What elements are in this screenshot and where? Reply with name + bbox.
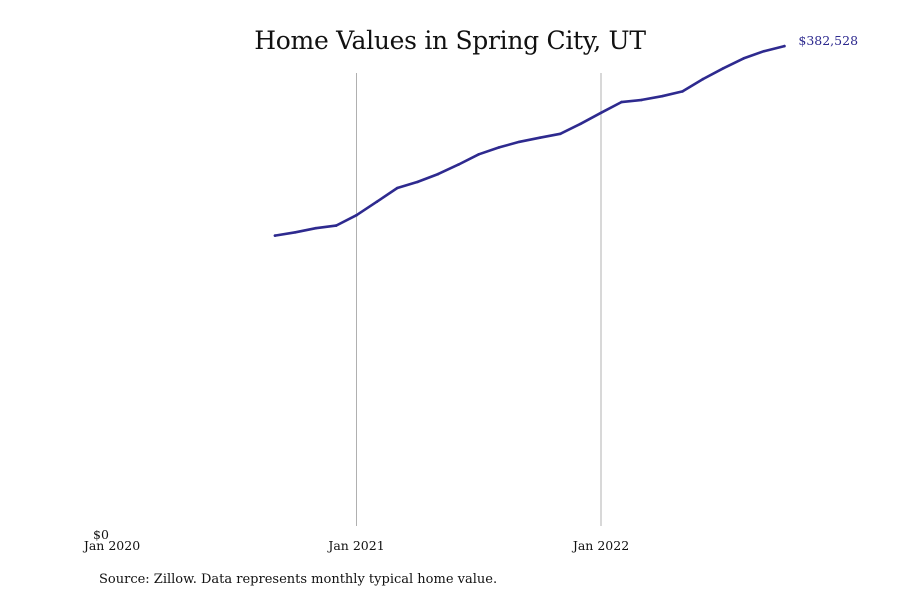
series-layer: $382,528 bbox=[273, 33, 858, 237]
data-point bbox=[722, 67, 725, 70]
y-tick-label: $0 bbox=[93, 527, 109, 542]
series-line-1 bbox=[273, 44, 786, 237]
data-point bbox=[396, 186, 399, 190]
data-point bbox=[375, 200, 379, 203]
data-point bbox=[497, 146, 501, 149]
data-point bbox=[314, 226, 318, 230]
data-point bbox=[579, 122, 582, 126]
data-point bbox=[742, 57, 745, 60]
x-tick-label: Jan 2021 bbox=[326, 538, 384, 553]
data-point bbox=[538, 136, 542, 139]
data-point bbox=[436, 172, 440, 176]
data-point bbox=[477, 153, 481, 156]
data-point bbox=[599, 111, 603, 115]
data-point bbox=[762, 49, 766, 53]
x-tick-label: Jan 2020 bbox=[82, 538, 140, 553]
data-point bbox=[620, 100, 623, 104]
data-point bbox=[416, 180, 419, 184]
data-point bbox=[660, 94, 664, 98]
data-point bbox=[681, 90, 684, 93]
source-note: Source: Zillow. Data represents monthly … bbox=[99, 572, 498, 587]
data-point bbox=[273, 234, 277, 237]
data-point bbox=[640, 98, 644, 102]
data-point bbox=[355, 213, 358, 217]
axis-ticks: Jan 2020 Jan 2021 Jan 2022 $0 bbox=[82, 527, 629, 553]
data-point bbox=[701, 77, 705, 81]
chart-title: Home Values in Spring City, UT bbox=[254, 26, 646, 55]
data-point bbox=[518, 140, 521, 144]
grid-lines bbox=[356, 73, 602, 526]
data-point bbox=[559, 132, 562, 136]
data-point bbox=[783, 44, 786, 48]
data-point bbox=[334, 224, 338, 227]
x-tick-label: Jan 2022 bbox=[571, 538, 629, 553]
end-value-label: $382,528 bbox=[798, 33, 858, 48]
data-point bbox=[457, 163, 460, 166]
data-point bbox=[294, 231, 297, 234]
